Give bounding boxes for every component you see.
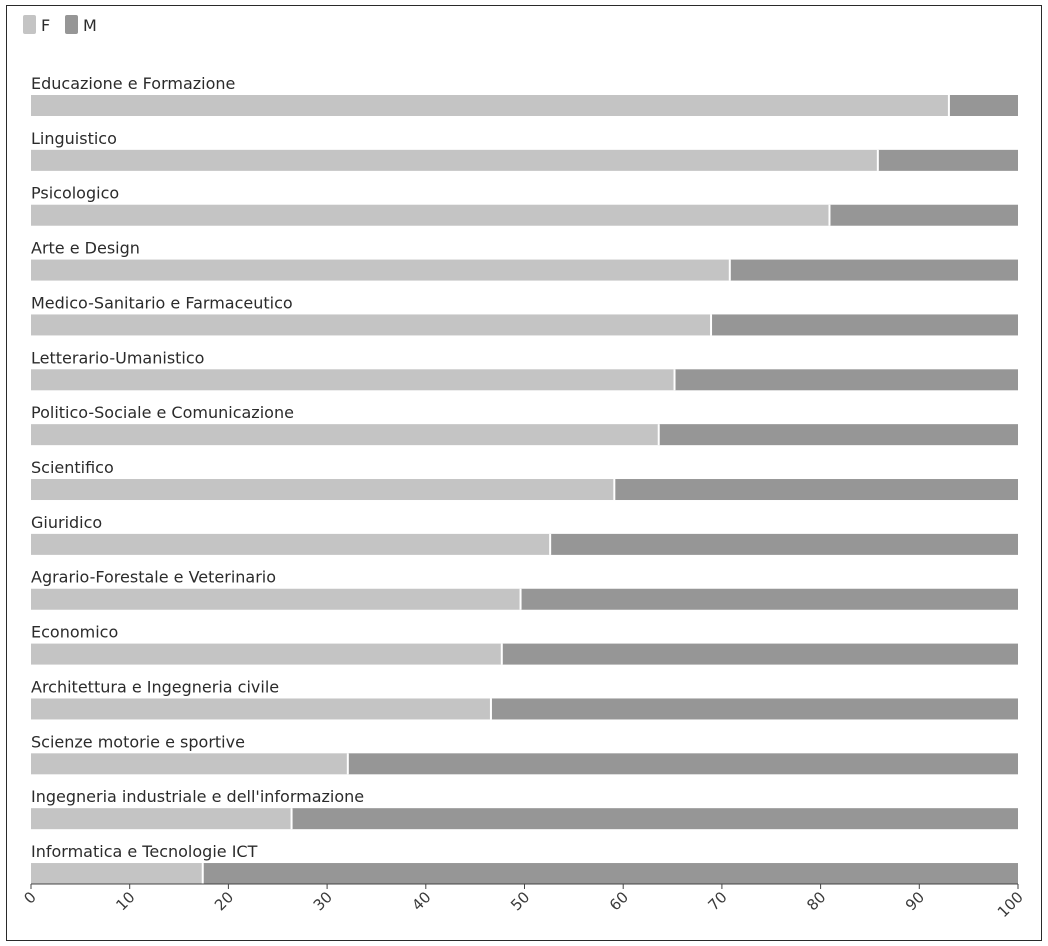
bar-segment-f: [31, 643, 502, 665]
bar-segment-f: [31, 259, 730, 281]
category-label: Politico-Sociale e Comunicazione: [31, 403, 294, 422]
category-label: Linguistico: [31, 129, 117, 148]
x-tick-label: 100: [994, 888, 1027, 921]
bar-segment-m: [658, 424, 1018, 446]
bar-segment-m: [729, 259, 1018, 281]
bar-segment-f: [31, 808, 292, 830]
bars-area: Educazione e Formazione Linguistico Psicol…: [31, 74, 1018, 885]
bar-segment-m: [550, 533, 1018, 555]
legend-label-f: F: [41, 16, 50, 35]
bar-segment-m: [829, 204, 1018, 226]
bar-segment-m: [674, 369, 1018, 391]
x-axis: 0 10 20 30 40 50 60 70 80 90 100: [20, 883, 1027, 921]
category-label: Letterario-Umanistico: [31, 348, 204, 367]
bar-segment-m: [202, 863, 1018, 885]
bar-segment-f: [31, 95, 949, 116]
category-label: Informatica e Tecnologie ICT: [31, 842, 258, 861]
category-label: Scientifico: [31, 458, 114, 477]
x-tick-label: 60: [606, 888, 632, 914]
x-tick-label: 30: [310, 888, 336, 914]
category-label: Psicologico: [31, 184, 119, 203]
bar-segment-m: [501, 643, 1018, 665]
x-tick-label: 40: [408, 888, 434, 914]
x-tick-label: 0: [20, 888, 39, 907]
category-label: Ingegneria industriale e dell'informazio…: [31, 787, 364, 806]
bar-segment-f: [31, 698, 491, 720]
legend: F M: [23, 15, 97, 35]
bar-segment-m: [614, 479, 1018, 501]
bar-segment-m: [948, 95, 1018, 116]
legend-swatch-m: [65, 15, 78, 34]
category-label: Scienze motorie e sportive: [31, 732, 245, 751]
bar-segment-m: [520, 588, 1018, 610]
bar-segment-f: [31, 479, 615, 501]
bar-segment-m: [291, 808, 1018, 830]
x-tick-label: 80: [803, 888, 829, 914]
legend-swatch-f: [23, 15, 36, 34]
bar-segment-m: [877, 149, 1018, 171]
bar-segment-f: [31, 588, 521, 610]
legend-label-m: M: [83, 16, 97, 35]
bar-segment-f: [31, 149, 878, 171]
category-label: Medico-Sanitario e Farmaceutico: [31, 293, 293, 312]
category-label: Giuridico: [31, 513, 102, 532]
bar-segment-f: [31, 753, 348, 775]
bar-segment-f: [31, 533, 551, 555]
bar-segment-f: [31, 863, 203, 885]
bar-segment-m: [711, 314, 1018, 336]
x-tick-label: 90: [902, 888, 928, 914]
bar-segment-f: [31, 369, 675, 391]
category-label: Economico: [31, 623, 118, 642]
x-tick-label: 70: [704, 888, 730, 914]
category-label: Arte e Design: [31, 239, 140, 258]
category-label: Architettura e Ingegneria civile: [31, 677, 279, 696]
bar-segment-f: [31, 204, 830, 226]
x-tick-label: 50: [507, 888, 533, 914]
x-tick-label: 20: [211, 888, 237, 914]
category-label: Agrario-Forestale e Veterinario: [31, 568, 276, 587]
bar-segment-m: [347, 753, 1018, 775]
bar-segment-m: [490, 698, 1018, 720]
category-label: Educazione e Formazione: [31, 74, 235, 93]
bar-segment-f: [31, 424, 659, 446]
bar-segment-f: [31, 314, 712, 336]
x-tick-label: 10: [112, 888, 138, 914]
